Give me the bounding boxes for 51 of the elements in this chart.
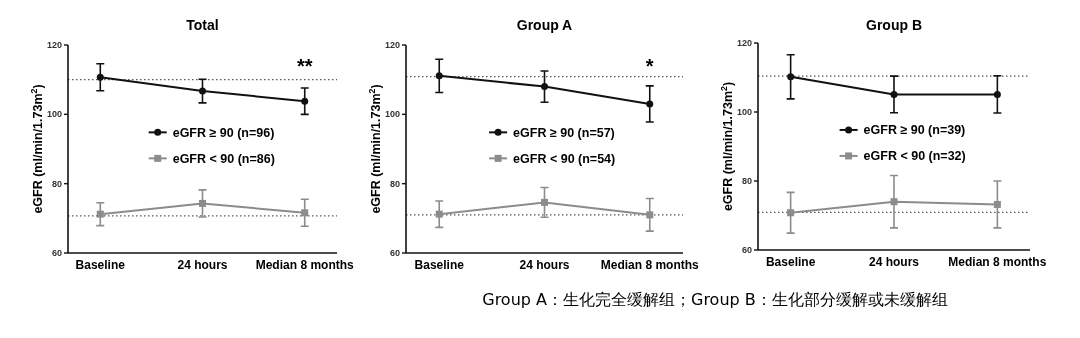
x-tick-label: 24 hours <box>177 258 228 272</box>
point <box>96 73 104 81</box>
point <box>787 209 795 217</box>
y-tick-label: 100 <box>384 109 400 120</box>
y-tick-label: 80 <box>51 178 62 189</box>
legend-label: eGFR < 90 (n=54) <box>513 151 616 166</box>
point <box>890 90 898 98</box>
point <box>435 72 443 80</box>
point <box>301 209 309 217</box>
point <box>301 97 309 105</box>
chart-title: Group B <box>866 17 922 33</box>
point <box>646 211 654 219</box>
point <box>993 200 1001 208</box>
x-tick-label: Baseline <box>765 255 816 269</box>
chart-title: Group A <box>516 17 573 33</box>
y-tick-label: 120 <box>736 38 752 48</box>
y-tick-label: 60 <box>389 248 400 258</box>
point <box>890 198 898 206</box>
y-tick-label: 80 <box>389 178 400 189</box>
point <box>787 73 795 81</box>
point <box>199 87 206 95</box>
y-tick-label: 120 <box>384 40 400 50</box>
y-tick-label: 80 <box>741 176 752 186</box>
y-tick-label: 120 <box>46 40 62 50</box>
legend-label: eGFR ≥ 90 (n=39) <box>863 123 966 138</box>
point <box>993 90 1001 98</box>
x-tick-label: Median 8 months <box>255 258 355 272</box>
legend-label: eGFR ≥ 90 (n=57) <box>513 125 615 140</box>
annotation: * <box>645 55 654 77</box>
annotation: ** <box>296 55 313 77</box>
point <box>541 198 548 206</box>
legend-label: eGFR < 90 (n=32) <box>863 149 966 164</box>
point <box>646 100 654 108</box>
x-tick-label: 24 hours <box>519 258 570 272</box>
x-tick-label: Baseline <box>414 258 465 272</box>
y-tick-label: 60 <box>741 245 752 255</box>
chart-title: Total <box>186 17 219 33</box>
legend-label: eGFR ≥ 90 (n=96) <box>172 125 275 140</box>
point <box>435 210 443 218</box>
legend-label: eGFR < 90 (n=86) <box>172 151 275 166</box>
y-tick-label: 100 <box>736 107 752 117</box>
y-tick-label: 60 <box>51 248 62 258</box>
x-tick-label: Median 8 months <box>600 258 700 272</box>
x-tick-label: Baseline <box>75 258 126 272</box>
x-tick-label: Median 8 months <box>948 255 1047 269</box>
y-tick-label: 100 <box>46 109 62 120</box>
point <box>96 210 104 218</box>
x-tick-label: 24 hours <box>868 255 920 269</box>
point <box>541 83 548 91</box>
text: Group A：生化完全缓解组；Group B：生化部分缓解或未缓解组 <box>482 290 948 309</box>
point <box>199 199 206 207</box>
